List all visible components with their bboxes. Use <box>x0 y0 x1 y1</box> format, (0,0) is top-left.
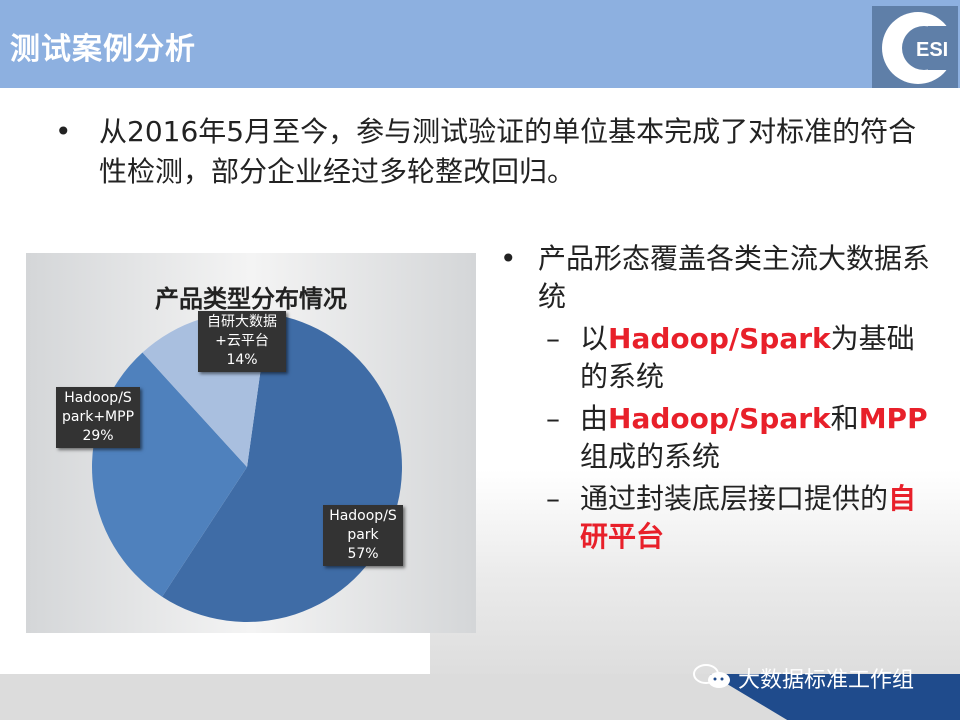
text: 为基础的系统 <box>580 322 915 393</box>
highlight: Hadoop/Spark <box>608 402 831 435</box>
dash-icon: – <box>546 482 560 515</box>
right-bullet: • 产品形态覆盖各类主流大数据系统 <box>500 240 930 316</box>
label-line1: 自研大数据 <box>207 314 277 330</box>
label-line2: +云平台 <box>215 333 269 349</box>
dash-icon: – <box>546 322 560 355</box>
dash-icon: – <box>546 402 560 435</box>
label-line1: Hadoop/S <box>64 390 132 406</box>
bullet-icon: • <box>500 242 517 275</box>
footer-brand: 大数据标准工作组 <box>738 668 915 693</box>
bullet-icon: • <box>55 115 72 148</box>
cesi-logo: ESI <box>872 6 958 88</box>
sub-bullet-3: – 通过封装底层接口提供的自研平台 <box>500 480 930 556</box>
label-slice-3: 自研大数据 +云平台 14% <box>198 311 286 372</box>
main-bullet-text: 从2016年5月至今，参与测试验证的单位基本完成了对标准的符合性检测，部分企业经… <box>99 115 917 188</box>
label-percent: 14% <box>226 352 258 368</box>
text: 由 <box>580 402 609 435</box>
right-bullet-text: 产品形态覆盖各类主流大数据系统 <box>538 242 931 313</box>
text: 通过封装底层接口提供的 <box>580 482 889 515</box>
chart-title: 产品类型分布情况 <box>155 285 347 313</box>
right-bullets: • 产品形态覆盖各类主流大数据系统 – 以Hadoop/Spark为基础的系统 … <box>500 240 930 556</box>
text: 以 <box>580 322 609 355</box>
background-building-image <box>430 470 960 680</box>
highlight: 自研平台 <box>580 482 917 553</box>
label-percent: 29% <box>82 428 114 444</box>
label-line1: Hadoop/S <box>329 508 397 524</box>
pie-chart: 产品类型分布情况 自研大数据 +云平台 14% Hadoop/S park+MP… <box>26 253 476 633</box>
highlight: MPP <box>858 402 928 435</box>
logo-text: ESI <box>916 39 948 61</box>
label-slice-1: Hadoop/S park 57% <box>323 505 403 566</box>
sub-bullet-1: – 以Hadoop/Spark为基础的系统 <box>500 320 930 396</box>
label-percent: 57% <box>347 546 379 562</box>
label-slice-2: Hadoop/S park+MPP 29% <box>56 387 140 448</box>
slide-title: 测试案例分析 <box>10 32 196 67</box>
sub-bullet-2: – 由Hadoop/Spark和MPP 组成的系统 <box>500 400 930 476</box>
label-line2: park+MPP <box>61 409 135 425</box>
label-line2: park <box>347 527 379 543</box>
text: 和 <box>830 402 859 435</box>
slide-header: 测试案例分析 ESI <box>0 0 960 88</box>
highlight: Hadoop/Spark <box>608 322 831 355</box>
text: 组成的系统 <box>580 440 721 473</box>
wechat-icon <box>693 664 730 688</box>
main-bullet: • 从2016年5月至今，参与测试验证的单位基本完成了对标准的符合性检测，部分企… <box>55 112 925 192</box>
